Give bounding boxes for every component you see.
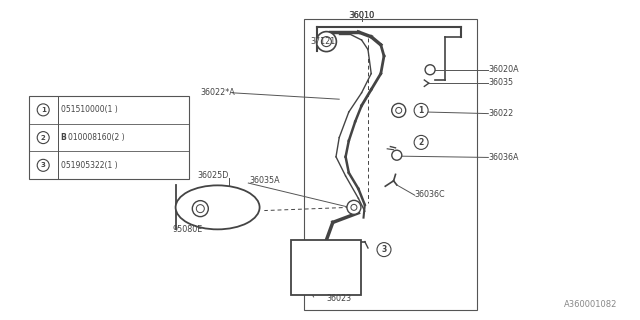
Circle shape <box>414 135 428 149</box>
Text: 36010: 36010 <box>349 11 374 20</box>
Text: 36035: 36035 <box>488 78 513 87</box>
Text: 36023: 36023 <box>326 294 352 303</box>
Circle shape <box>377 243 391 257</box>
Circle shape <box>347 200 361 214</box>
Text: A360001082: A360001082 <box>564 300 618 309</box>
Text: 3: 3 <box>381 245 387 254</box>
Bar <box>291 240 362 295</box>
Circle shape <box>396 108 402 113</box>
Text: 1: 1 <box>419 106 424 115</box>
Circle shape <box>37 104 49 116</box>
Circle shape <box>196 205 204 213</box>
Text: 36022: 36022 <box>488 109 513 118</box>
Circle shape <box>392 103 406 117</box>
Text: 2: 2 <box>419 138 424 147</box>
Text: 36036C: 36036C <box>415 190 445 199</box>
Text: 36010: 36010 <box>348 11 375 20</box>
Text: 2: 2 <box>41 135 45 140</box>
Text: 1: 1 <box>41 107 45 113</box>
Circle shape <box>316 32 337 52</box>
Text: 36022*A: 36022*A <box>200 88 235 97</box>
Circle shape <box>425 65 435 75</box>
Bar <box>29 96 189 179</box>
Text: 37121: 37121 <box>310 37 335 46</box>
Ellipse shape <box>175 185 260 229</box>
Circle shape <box>37 132 49 144</box>
Text: 36035A: 36035A <box>250 176 280 185</box>
Text: 36025D: 36025D <box>197 171 229 180</box>
Text: 010008160(2 ): 010008160(2 ) <box>68 133 124 142</box>
Text: B: B <box>61 133 67 142</box>
Text: 051510000(1 ): 051510000(1 ) <box>61 105 117 114</box>
Text: 36036A: 36036A <box>488 153 519 162</box>
Circle shape <box>321 36 332 47</box>
Text: 051905322(1 ): 051905322(1 ) <box>61 161 117 170</box>
Circle shape <box>392 150 402 160</box>
Circle shape <box>192 201 209 217</box>
Text: 3: 3 <box>41 162 45 168</box>
Text: 95080E: 95080E <box>172 225 203 234</box>
Circle shape <box>351 204 357 210</box>
Bar <box>304 19 477 310</box>
Text: 36020A: 36020A <box>488 65 519 74</box>
Circle shape <box>414 103 428 117</box>
Circle shape <box>37 159 49 171</box>
